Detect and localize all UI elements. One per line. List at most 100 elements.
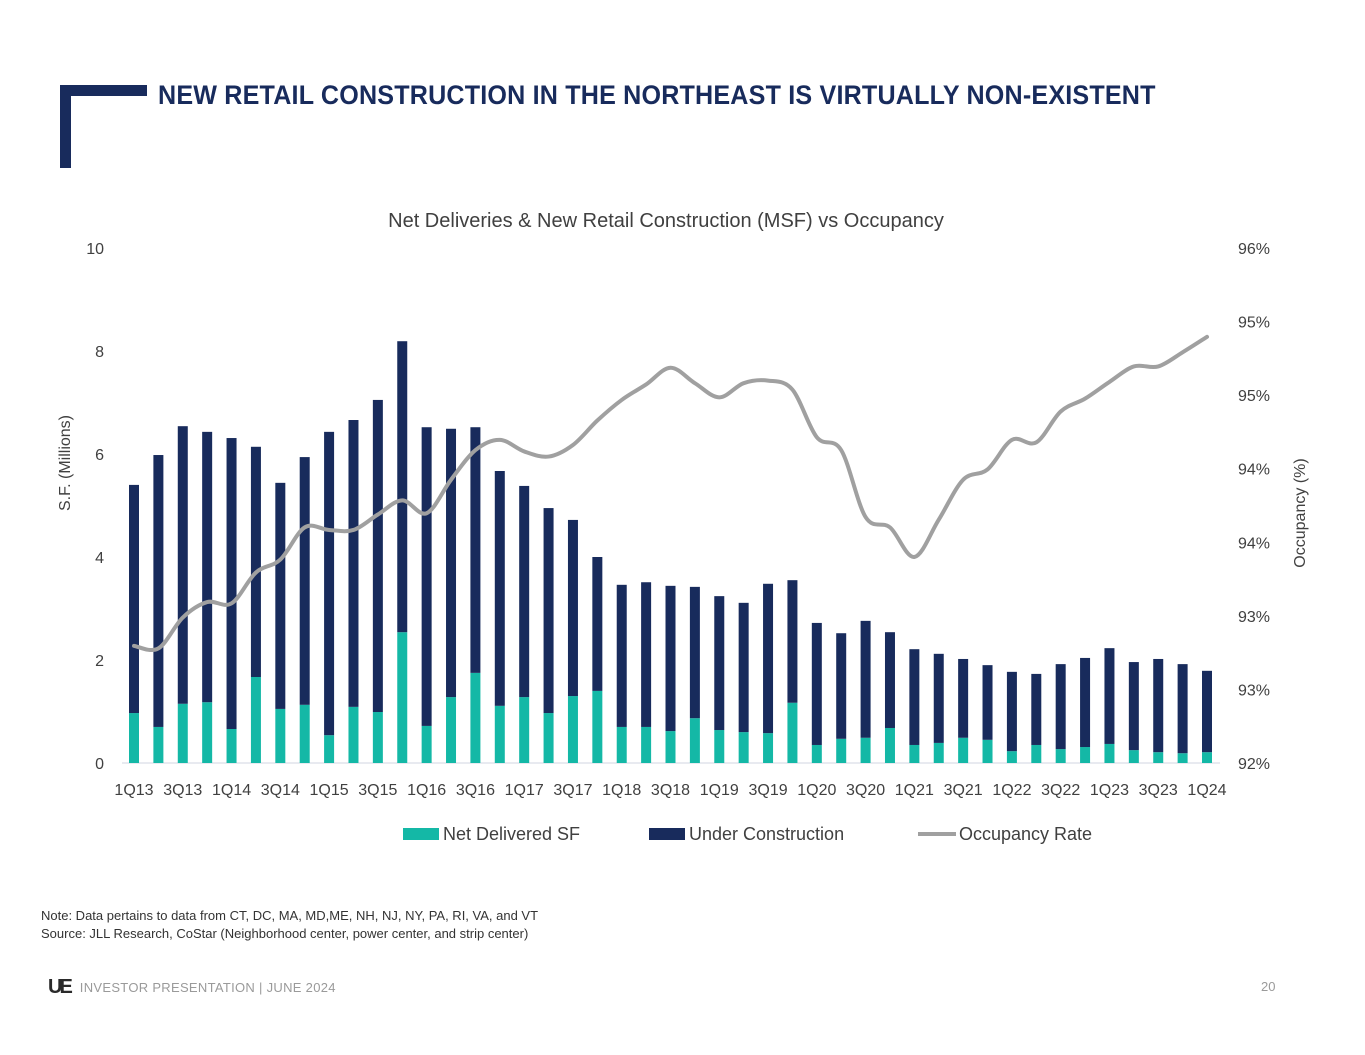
- bar-under-construction: [1128, 662, 1139, 751]
- bar-under-construction: [494, 470, 505, 706]
- x-tick-label: 3Q16: [456, 782, 495, 799]
- bar-net-delivered: [933, 742, 944, 763]
- bar-under-construction: [153, 455, 164, 727]
- bar-under-construction: [738, 602, 749, 733]
- bar-net-delivered: [348, 706, 359, 763]
- y-axis-left: 0 2 4 6 8 10: [86, 241, 104, 773]
- y2-tick-label: 94%: [1238, 462, 1270, 479]
- bar-under-construction: [860, 620, 871, 738]
- source-text: Source: JLL Research, CoStar (Neighborho…: [41, 926, 529, 941]
- legend-swatch-under-construction: [649, 828, 685, 840]
- bar-under-construction: [909, 649, 920, 745]
- bar-under-construction: [1080, 657, 1091, 748]
- y-tick-label: 4: [95, 550, 104, 567]
- bar-under-construction: [250, 446, 261, 677]
- y2-tick-label: 95%: [1238, 315, 1270, 332]
- bar-under-construction: [689, 586, 700, 719]
- x-tick-label: 3Q19: [748, 782, 787, 799]
- x-tick-label: 1Q19: [700, 782, 739, 799]
- bar-under-construction: [567, 519, 578, 697]
- legend-swatch-net-delivered: [403, 828, 439, 840]
- bar-net-delivered: [714, 730, 725, 763]
- bar-under-construction: [763, 583, 774, 734]
- bar-net-delivered: [543, 713, 554, 763]
- combo-chart: Net Deliveries & New Retail Construction…: [57, 210, 1309, 844]
- bar-net-delivered: [665, 731, 676, 763]
- x-tick-label: 3Q21: [944, 782, 983, 799]
- y2-axis-label: Occupancy (%): [1292, 458, 1309, 567]
- bar-under-construction: [1177, 664, 1188, 754]
- bar-under-construction: [1055, 664, 1066, 750]
- bar-net-delivered: [519, 697, 530, 763]
- bar-under-construction: [446, 428, 457, 698]
- legend: Net Delivered SF Under Construction Occu…: [403, 824, 1092, 844]
- y2-tick-label: 94%: [1238, 535, 1270, 552]
- bar-net-delivered: [397, 632, 408, 763]
- bar-under-construction: [665, 585, 676, 732]
- chart-notes: Note: Data pertains to data from CT, DC,…: [41, 907, 538, 943]
- bar-under-construction: [275, 482, 286, 709]
- bar-net-delivered: [592, 690, 603, 763]
- bar-net-delivered: [372, 712, 383, 763]
- bar-net-delivered: [641, 726, 652, 763]
- y-tick-label: 2: [95, 653, 104, 670]
- bar-under-construction: [299, 457, 310, 705]
- x-tick-label: 1Q20: [797, 782, 836, 799]
- x-tick-label: 1Q23: [1090, 782, 1129, 799]
- bar-net-delivered: [836, 738, 847, 763]
- bar-under-construction: [519, 485, 530, 698]
- footer-text: INVESTOR PRESENTATION | JUNE 2024: [79, 980, 336, 995]
- bar-under-construction: [129, 484, 139, 714]
- title-bracket-vertical: [60, 85, 71, 168]
- y2-tick-label: 92%: [1238, 756, 1270, 773]
- bar-under-construction: [1031, 673, 1042, 745]
- bar-under-construction: [324, 431, 335, 736]
- x-tick-label: 1Q16: [407, 782, 446, 799]
- bar-net-delivered: [1080, 747, 1091, 763]
- bar-net-delivered: [1031, 744, 1042, 763]
- y-axis-right: 92% 93% 93% 94% 94% 95% 95% 96%: [1238, 241, 1270, 773]
- bar-under-construction: [1153, 658, 1164, 753]
- bar-under-construction: [397, 341, 408, 633]
- y-tick-label: 8: [95, 344, 104, 361]
- bar-net-delivered: [787, 702, 798, 763]
- bar-net-delivered: [1177, 753, 1188, 763]
- bar-under-construction: [177, 426, 188, 704]
- bar-under-construction: [372, 399, 383, 713]
- bar-net-delivered: [1202, 752, 1212, 763]
- bar-net-delivered: [324, 735, 335, 763]
- y2-tick-label: 96%: [1238, 241, 1270, 258]
- x-tick-label: 1Q15: [310, 782, 349, 799]
- bar-under-construction: [836, 633, 847, 739]
- bar-net-delivered: [129, 713, 139, 763]
- bar-under-construction: [348, 420, 359, 707]
- bar-net-delivered: [1006, 751, 1017, 763]
- bar-under-construction: [787, 580, 798, 703]
- bar-under-construction: [226, 438, 237, 730]
- y-tick-label: 10: [86, 241, 104, 258]
- y2-tick-label: 93%: [1238, 609, 1270, 626]
- y-axis-label: S.F. (Millions): [57, 415, 74, 511]
- bar-net-delivered: [860, 737, 871, 763]
- bar-under-construction: [592, 557, 603, 691]
- legend-label-under-construction: Under Construction: [689, 824, 844, 844]
- bar-net-delivered: [616, 726, 627, 763]
- x-tick-label: 3Q23: [1139, 782, 1178, 799]
- page-title: NEW RETAIL CONSTRUCTION IN THE NORTHEAST…: [158, 80, 1156, 110]
- bar-under-construction: [543, 508, 554, 714]
- bar-net-delivered: [811, 744, 822, 763]
- bars-group: [129, 341, 1212, 763]
- bar-under-construction: [470, 427, 481, 673]
- x-tick-label: 1Q17: [505, 782, 544, 799]
- x-tick-label: 3Q13: [163, 782, 202, 799]
- bar-net-delivered: [177, 703, 188, 763]
- bar-net-delivered: [226, 729, 237, 763]
- bar-under-construction: [714, 596, 725, 731]
- x-tick-label: 3Q17: [553, 782, 592, 799]
- bar-net-delivered: [909, 744, 920, 763]
- bar-net-delivered: [470, 672, 481, 763]
- legend-label-net-delivered: Net Delivered SF: [443, 824, 580, 844]
- x-tick-label: 3Q14: [261, 782, 300, 799]
- bar-net-delivered: [884, 727, 895, 763]
- bar-net-delivered: [763, 733, 774, 763]
